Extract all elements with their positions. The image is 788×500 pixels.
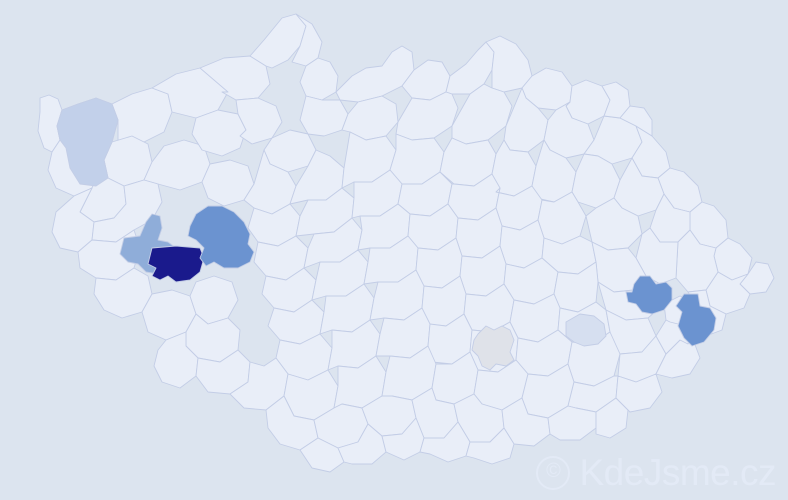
district[interactable] [466,428,514,464]
district[interactable] [236,98,282,144]
district[interactable] [200,56,270,100]
district-highlight-rokycany[interactable] [148,246,204,282]
district-highlight-frydek[interactable] [676,294,716,346]
district[interactable] [336,46,414,102]
district[interactable] [112,88,172,142]
district-highlight-cheb[interactable] [57,98,118,186]
district-highlight-plzen-jih[interactable] [188,206,254,268]
district[interactable] [230,358,288,410]
district[interactable] [596,398,628,438]
district[interactable] [616,374,662,412]
district-layer-highlighted [57,98,716,370]
district[interactable] [300,96,348,136]
district-highlight-vsetin[interactable] [566,314,606,346]
district-highlight-zdar[interactable] [472,326,514,370]
district[interactable] [154,332,198,388]
district[interactable] [52,188,94,252]
district-highlight-novy-jicin[interactable] [626,276,672,314]
district[interactable] [152,68,228,118]
district[interactable] [620,106,652,136]
district[interactable] [192,110,246,156]
district[interactable] [342,96,398,140]
